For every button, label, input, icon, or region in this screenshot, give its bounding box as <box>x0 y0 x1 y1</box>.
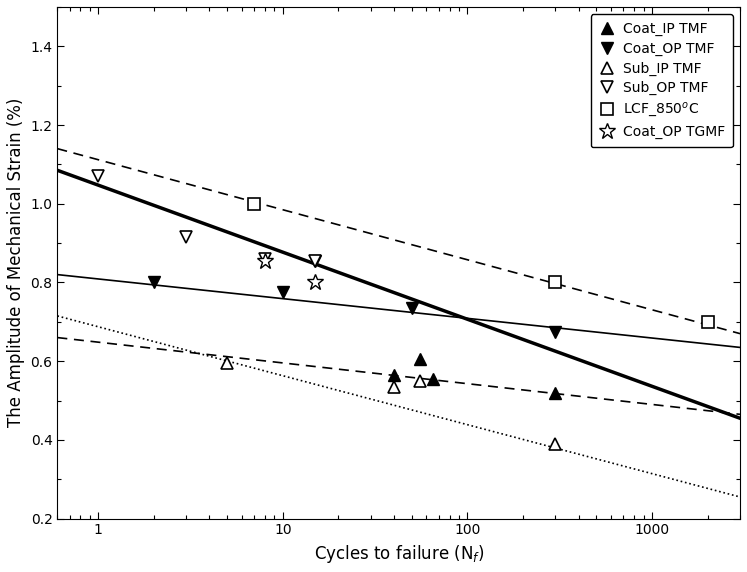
LCF_850$^o$C <box>703 319 712 325</box>
Sub_OP TMF <box>94 173 103 180</box>
X-axis label: Cycles to failure (N$_f$): Cycles to failure (N$_f$) <box>314 543 484 565</box>
Y-axis label: The Amplitude of Mechanical Strain (%): The Amplitude of Mechanical Strain (%) <box>7 98 25 427</box>
Coat_OP TGMF <box>261 257 270 264</box>
Coat_IP TMF <box>389 372 398 379</box>
Sub_OP TMF <box>182 234 190 241</box>
Line: Sub_IP TMF: Sub_IP TMF <box>222 358 561 450</box>
Line: Coat_OP TGMF: Coat_OP TGMF <box>257 252 323 291</box>
Coat_OP TMF <box>551 328 560 335</box>
Coat_OP TMF <box>407 305 416 312</box>
LCF_850$^o$C <box>249 200 258 207</box>
LCF_850$^o$C <box>551 279 560 286</box>
Sub_OP TMF <box>311 257 320 264</box>
Line: Coat_OP TMF: Coat_OP TMF <box>149 255 561 337</box>
Coat_IP TMF <box>429 375 438 382</box>
Coat_OP TGMF <box>311 279 320 286</box>
Sub_IP TMF <box>389 383 398 390</box>
Line: LCF_850$^o$C: LCF_850$^o$C <box>249 198 713 327</box>
Line: Coat_IP TMF: Coat_IP TMF <box>388 353 561 398</box>
Coat_OP TMF <box>311 257 320 264</box>
Coat_OP TMF <box>279 289 288 296</box>
Legend: Coat_IP TMF, Coat_OP TMF, Sub_IP TMF, Sub_OP TMF, LCF_850$^o$C, Coat_OP TGMF: Coat_IP TMF, Coat_OP TMF, Sub_IP TMF, Su… <box>591 14 733 148</box>
Coat_IP TMF <box>415 356 424 363</box>
Line: Sub_OP TMF: Sub_OP TMF <box>93 170 321 267</box>
Sub_IP TMF <box>415 378 424 384</box>
Sub_OP TMF <box>261 256 270 263</box>
Sub_IP TMF <box>223 360 232 367</box>
Coat_OP TMF <box>149 279 158 286</box>
Sub_IP TMF <box>551 440 560 447</box>
Coat_IP TMF <box>551 390 560 396</box>
